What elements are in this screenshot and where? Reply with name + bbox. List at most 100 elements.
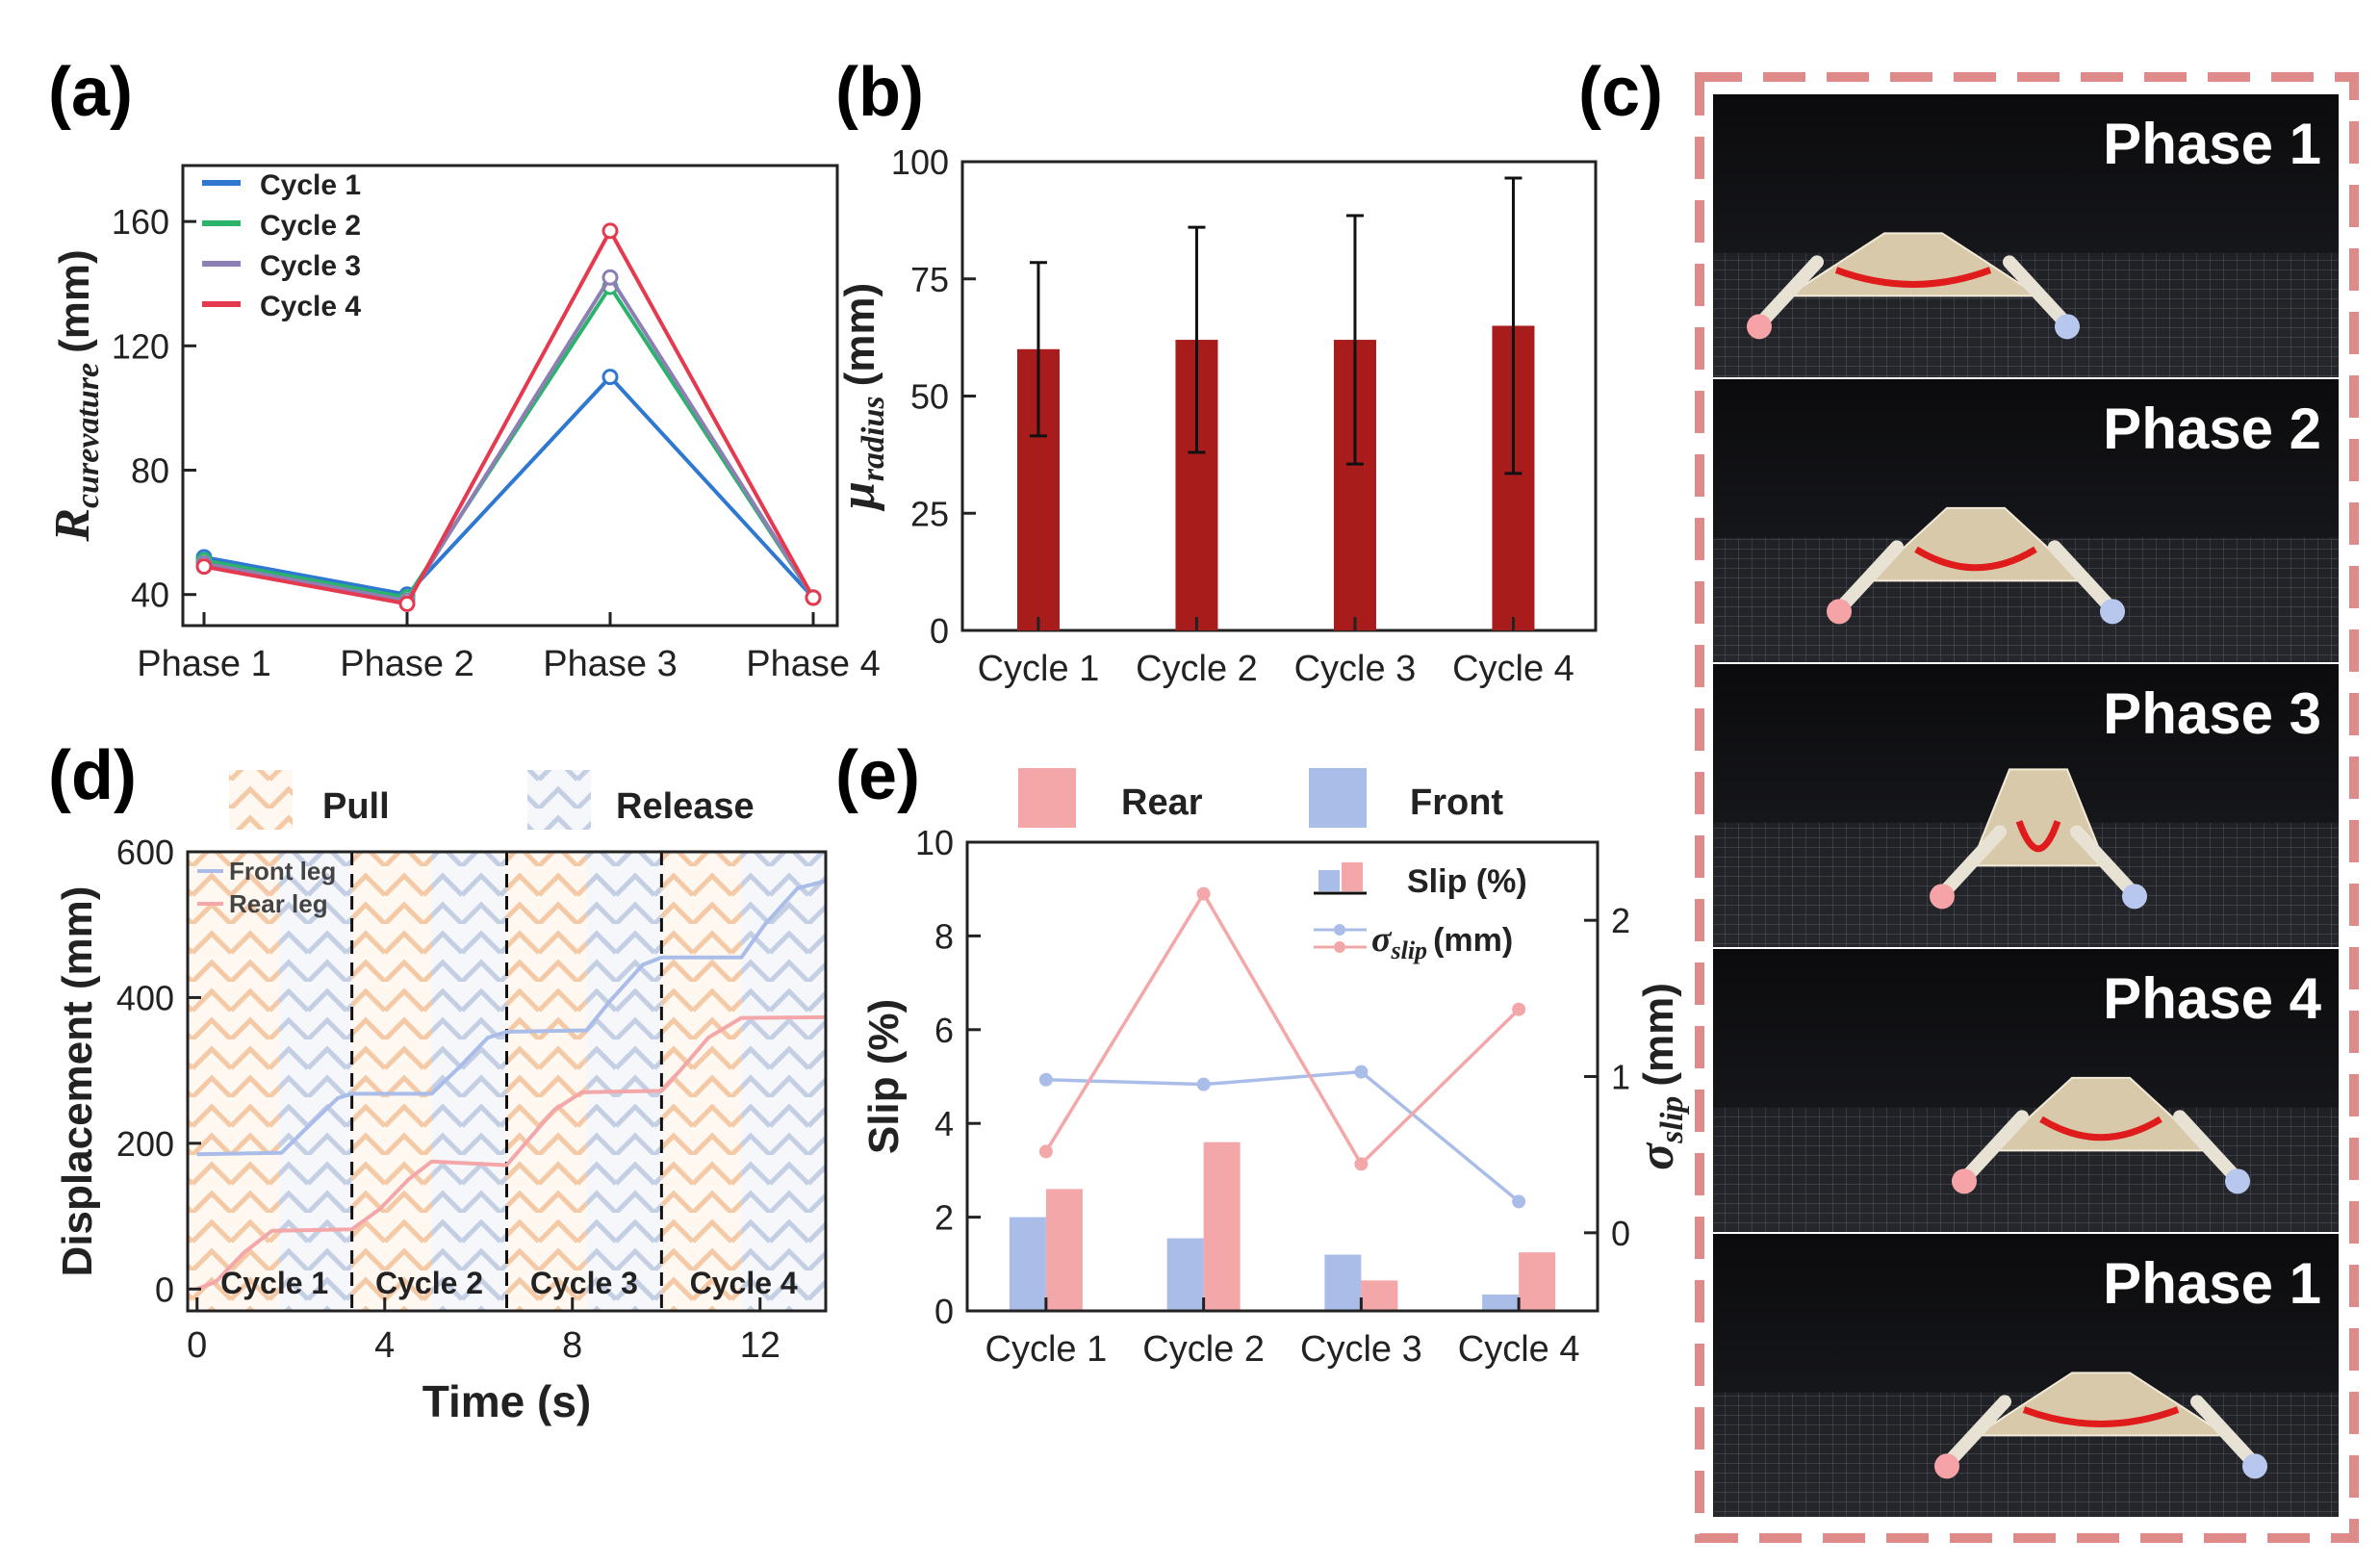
robot-leg-rear [1958,1110,2029,1187]
chart-e-line-front [1045,1069,1521,1203]
chart-e-legend-slip-swatch-rear [1342,862,1363,891]
photo-phase-label: Phase 1 [2103,1251,2321,1316]
chart-d-xtick-label: 12 [740,1325,781,1366]
chart-a-point [601,222,619,240]
photo-frame [1695,72,2359,1543]
chart-e-bar-front [1482,1294,1520,1311]
chart-e-line-point [1038,1144,1053,1159]
chart-e-ytick-label: 4 [934,1104,954,1143]
robot-foot-rear [1934,1453,1959,1479]
chart-d-ytick-label: 0 [155,1270,174,1309]
photo-frame-2: Phase 2 [1713,379,2339,662]
panel-label-b: (b) [835,54,924,131]
chart-e-line-rear [1044,890,1521,1167]
chart-e-rear-label: Rear [1121,782,1203,823]
chart-e-line-point [1354,1065,1369,1079]
chart-a-xtick-label: Phase 4 [746,644,880,684]
robot-foot-rear [1930,884,1955,910]
chart-a-axes-frame [181,164,839,628]
robot-foot-front [2100,599,2125,625]
robot-leg-front [2048,540,2119,617]
chart-e-bar-front [1166,1238,1204,1311]
chart-d-release-region [279,852,352,1311]
chart-d-pull-region [661,852,742,1311]
chart-e-line-point [1196,886,1211,901]
chart-d-xtick-label: 4 [374,1325,395,1366]
chart-d-ytick-label: 600 [116,833,174,872]
chart-d-xlabel: Time (s) [422,1376,592,1426]
panel-label-a: (a) [48,54,133,131]
robot-foot-rear [1747,314,1772,340]
chart-d-release-region [586,852,662,1311]
chart-b-ytick-label: 0 [930,611,949,651]
chart-a-point [601,269,619,286]
chart-a-series-line-4 [203,226,815,606]
chart-e-bar-rear [1045,1189,1083,1311]
chart-d-xtick-label: 0 [187,1325,207,1366]
chart-d-cycle-label: Cycle 4 [690,1266,798,1300]
chart-e-bar-rear [1519,1252,1556,1311]
robot-body [1865,506,2086,582]
chart-a-ytick-label: 40 [131,576,169,615]
chart-b-xtick-label: Cycle 2 [1136,649,1258,689]
chart-d-pull-label: Pull [322,786,390,827]
chart-b-ytick-label: 50 [910,377,949,417]
panel-label-e: (e) [835,737,920,814]
chart-e-ytick-right-label: 1 [1611,1058,1630,1097]
chart-b-xtick-label: Cycle 4 [1452,649,1574,689]
robot-foot-front [2242,1453,2267,1479]
chart-e-xtick-label: Cycle 2 [1142,1329,1265,1370]
chart-e-line-point [1038,1072,1053,1087]
chart-d-release-swatch [527,770,591,830]
robot-body [1969,768,2108,867]
robot-curvature-arc [1914,546,2037,572]
chart-a-legend-label: Cycle 2 [260,210,361,242]
photo-frame-4: Phase 4 [1713,949,2339,1232]
photo-phase-label: Phase 4 [2103,966,2321,1031]
chart-e-legend-slip-label: Slip (%) [1407,863,1527,900]
robot-leg-rear [1940,1395,2011,1472]
robot-leg-front [2173,1110,2244,1187]
robot-leg-front [2070,825,2141,902]
chart-a-point [398,595,416,612]
chart-e-ytick-label: 8 [934,916,954,956]
photo-frame-1: Phase 1 [1713,94,2339,377]
chart-d-series-front-leg [196,879,827,1157]
chart-a-series-line-1 [203,373,815,600]
chart-a-ytick-label: 160 [112,202,169,242]
chart-e-ytick-label: 0 [934,1292,954,1331]
robot-foot-front [2055,314,2080,340]
robot-foot-rear [1952,1168,1977,1194]
chart-b: 0 25 50 75 100 Cycle 1 Cycle 2 Cycle 3 Cycle 4 μr… [831,142,1598,689]
chart-d-xtick-label: 8 [562,1325,582,1366]
chart-a-ytick-label: 120 [112,326,169,366]
chart-d-release-label: Release [616,786,755,827]
chart-d-pull-region [351,852,432,1311]
chart-e-ytick-right-label: 0 [1611,1214,1630,1253]
chart-b-xtick-label: Cycle 3 [1294,649,1417,689]
photo-phase-label: Phase 3 [2103,681,2321,746]
photo-phase-label: Phase 1 [2103,112,2321,176]
chart-d-pull-region [506,852,587,1311]
robot-curvature-arc [2015,820,2061,853]
chart-b-ytick-label: 100 [891,142,949,182]
robot-curvature-arc [2022,1406,2180,1427]
chart-a-ytick-label: 80 [131,451,169,491]
chart-d-ytick-label: 200 [116,1124,174,1164]
chart-a-ylabel: Rcurevature(mm) [45,249,106,542]
chart-a-legend-label: Cycle 3 [260,250,361,282]
robot-foot-rear [1827,599,1852,625]
chart-a-point [601,369,619,386]
chart-e-ytick-label: 2 [934,1198,954,1238]
chart-d-pull-region [188,852,280,1311]
panel-label-c: (c) [1578,54,1663,131]
chart-d-cycle-label: Cycle 2 [375,1266,483,1300]
photo-phase-label: Phase 2 [2103,397,2321,461]
chart-a-series-line-3 [203,273,815,603]
robot-leg-rear [1832,540,1904,617]
robot-leg-front [2190,1395,2262,1472]
robot-leg-rear [1753,255,1824,332]
chart-a-xtick-label: Phase 2 [340,644,473,684]
panel-labels: (a) (b) (c) (d) (e) [48,54,1663,814]
chart-a-point [195,558,213,576]
